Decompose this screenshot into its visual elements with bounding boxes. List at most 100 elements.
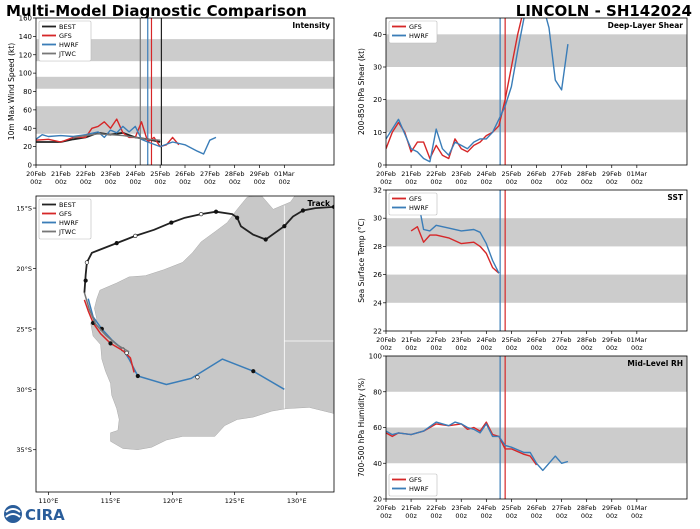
x-tick-label: 00z — [380, 512, 392, 520]
x-tick-label: 24Feb — [125, 170, 145, 178]
x-tick-label: 00z — [30, 178, 42, 186]
x-tick-label: 23Feb — [101, 170, 121, 178]
x-tick-label: 00z — [480, 178, 492, 186]
legend-label-jtwc: JTWC — [58, 228, 76, 236]
x-tick-label: 23Feb — [451, 504, 471, 512]
x-tick-label: 23Feb — [451, 170, 471, 178]
map-x-tick-label: 115°E — [101, 497, 121, 505]
land-group — [90, 196, 334, 450]
x-tick-label: 00z — [506, 178, 518, 186]
track-marker-best — [199, 212, 204, 217]
x-tick-label: 25Feb — [502, 170, 522, 178]
y-tick-label: 20 — [23, 143, 32, 151]
x-tick-label: 00z — [531, 344, 543, 352]
x-tick-label: 28Feb — [577, 170, 597, 178]
x-tick-label: 00z — [581, 344, 593, 352]
y-tick-label: 0 — [378, 162, 382, 170]
y-tick-label: 100 — [19, 70, 32, 78]
series-group — [386, 421, 569, 472]
x-tick-label: 22Feb — [426, 170, 446, 178]
legend-label-best: BEST — [59, 23, 76, 31]
x-tick-label: 00z — [556, 178, 568, 186]
panel-title: Mid-Level RH — [627, 359, 683, 368]
legend-label-hwrf: HWRF — [59, 41, 79, 49]
y-tick-label: 10 — [373, 129, 382, 137]
x-tick-label: 24Feb — [476, 336, 496, 344]
y-tick-label: 24 — [373, 299, 382, 307]
map-frame — [35, 195, 335, 493]
x-tick-label: 20Feb — [376, 336, 396, 344]
x-tick-label: 21Feb — [401, 504, 421, 512]
x-tick-label: 00z — [506, 344, 518, 352]
legend-label-gfs: GFS — [409, 476, 422, 484]
series-hwrf-line — [416, 196, 500, 274]
x-tick-label: 00z — [506, 512, 518, 520]
y-tick-label: 80 — [23, 88, 32, 96]
y-tick-label: 22 — [373, 328, 382, 336]
track-marker-best — [114, 241, 119, 246]
map-y-tick-label: 25°S — [16, 325, 32, 333]
track-marker-best — [169, 220, 174, 225]
series-hwrf-line — [386, 421, 569, 472]
series-hwrf-line — [36, 125, 217, 155]
x-tick-label: 26Feb — [527, 336, 547, 344]
legend-label-gfs: GFS — [59, 210, 72, 218]
y-tick-label: 20 — [373, 96, 382, 104]
track-marker-best — [282, 224, 287, 229]
track-marker-best — [235, 215, 240, 220]
panel-title: Deep-Layer Shear — [608, 21, 684, 30]
x-tick-label: 00z — [430, 512, 442, 520]
shaded-band-0 — [386, 99, 687, 133]
x-tick-label: 01Mar — [627, 170, 648, 178]
x-tick-label: 22Feb — [76, 170, 96, 178]
x-tick-label: 28Feb — [577, 336, 597, 344]
x-tick-label: 29Feb — [602, 504, 622, 512]
x-tick-label: 00z — [405, 512, 417, 520]
x-tick-label: 21Feb — [401, 170, 421, 178]
legend-box — [38, 198, 92, 240]
track-marker-best — [83, 278, 88, 283]
y-tick-label: 20 — [373, 496, 382, 504]
x-tick-label: 00z — [430, 178, 442, 186]
panel-sst: 22242628303220Feb00z21Feb00z22Feb00z23Fe… — [357, 187, 688, 352]
map-x-tick-label: 110°E — [39, 497, 59, 505]
x-tick-label: 00z — [581, 512, 593, 520]
x-tick-label: 00z — [405, 178, 417, 186]
y-tick-label: 160 — [19, 15, 32, 23]
x-tick-label: 00z — [455, 512, 467, 520]
shaded-band-1 — [36, 76, 334, 89]
x-tick-label: 00z — [531, 178, 543, 186]
x-tick-label: 00z — [55, 178, 67, 186]
storm-id: LINCOLN - SH142024 — [515, 2, 692, 20]
x-tick-label: 00z — [556, 512, 568, 520]
legend-box — [38, 20, 92, 62]
series-gfs-line — [410, 226, 500, 274]
legend-label-hwrf: HWRF — [409, 485, 429, 493]
map-x-tick-label: 120°E — [163, 497, 183, 505]
y-tick-label: 80 — [373, 388, 382, 396]
x-tick-label: 21Feb — [51, 170, 71, 178]
track-gfs — [83, 299, 135, 373]
x-tick-label: 28Feb — [225, 170, 245, 178]
track-best — [83, 206, 334, 293]
map-y-tick-label: 30°S — [16, 386, 32, 394]
x-tick-label: 00z — [606, 344, 618, 352]
track-marker-best — [331, 204, 334, 209]
x-tick-label: 00z — [480, 344, 492, 352]
map-y-tick-label: 20°S — [16, 265, 32, 273]
map-x-tick-label: 130°E — [287, 497, 307, 505]
y-axis-label: 200-850 hPa Shear (kt) — [357, 48, 366, 135]
y-tick-label: 60 — [373, 424, 382, 432]
x-tick-label: 29Feb — [602, 170, 622, 178]
x-tick-label: 00z — [631, 512, 643, 520]
y-tick-label: 60 — [23, 106, 32, 114]
panel-rh: 2040608010020Feb00z21Feb00z22Feb00z23Feb… — [357, 353, 688, 520]
x-tick-label: 27Feb — [552, 170, 572, 178]
y-tick-label: 28 — [373, 243, 382, 251]
series-jtwc-line — [73, 133, 161, 141]
panel-title: Track — [308, 199, 331, 208]
x-tick-label: 00z — [405, 344, 417, 352]
track-marker-best — [213, 209, 219, 214]
page-title: Multi-Model Diagnostic Comparison — [6, 2, 307, 20]
